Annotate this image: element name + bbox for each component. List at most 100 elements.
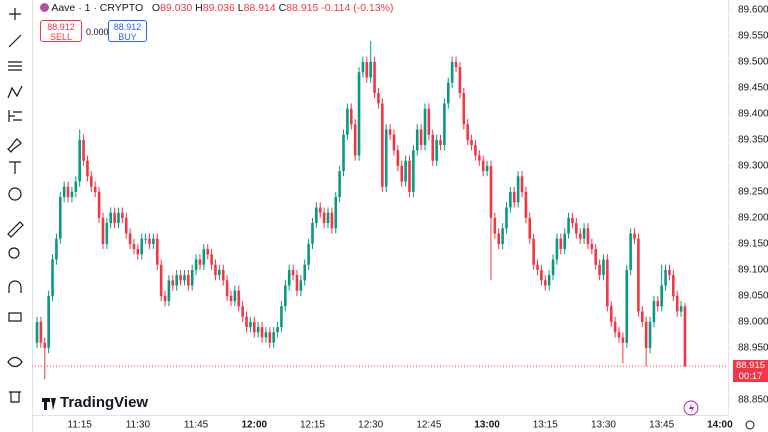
lock-tool[interactable] bbox=[8, 312, 22, 322]
candle-body bbox=[249, 321, 252, 328]
candle-body bbox=[617, 332, 621, 338]
y-tick-label: 89.250 bbox=[738, 187, 768, 198]
candle-body bbox=[478, 155, 481, 161]
prediction-tool[interactable] bbox=[8, 110, 22, 122]
candle-body bbox=[66, 186, 70, 198]
candle-body bbox=[307, 243, 310, 265]
magnet-tool[interactable] bbox=[8, 280, 22, 293]
candle-body bbox=[93, 186, 97, 192]
fib-tool[interactable] bbox=[8, 61, 22, 71]
candle-body bbox=[101, 217, 105, 244]
candle-body bbox=[400, 165, 404, 182]
candle-body bbox=[512, 191, 516, 203]
visibility-tool[interactable] bbox=[7, 356, 23, 368]
candle-body bbox=[121, 212, 124, 218]
crosshair-tool[interactable] bbox=[9, 8, 21, 20]
candle-body bbox=[439, 139, 442, 146]
candle-body bbox=[303, 264, 307, 281]
candle-body bbox=[388, 129, 392, 135]
o-label: O bbox=[151, 2, 161, 14]
candle-body bbox=[225, 280, 229, 296]
candle-body bbox=[547, 275, 551, 286]
candle-body bbox=[268, 332, 272, 343]
candle-body bbox=[214, 264, 217, 276]
candle-body bbox=[194, 259, 198, 270]
candle-body bbox=[342, 134, 345, 172]
candle-body bbox=[105, 223, 109, 244]
candle-body bbox=[590, 243, 594, 250]
candle-body bbox=[47, 295, 50, 348]
candle-body bbox=[128, 233, 132, 244]
candle-body bbox=[415, 129, 419, 151]
candle-body bbox=[326, 212, 330, 224]
candle-body bbox=[571, 217, 574, 224]
candle-body bbox=[291, 269, 295, 276]
candle-body bbox=[74, 181, 78, 192]
h-value: 89.036 bbox=[202, 2, 235, 14]
candle-body bbox=[625, 269, 629, 343]
x-tick-label: 11:30 bbox=[126, 420, 151, 431]
candle-body bbox=[330, 212, 334, 229]
candle-body bbox=[559, 238, 563, 250]
candle-body bbox=[210, 254, 213, 265]
candle-body bbox=[295, 275, 299, 291]
candle-body bbox=[218, 269, 221, 276]
candle-body bbox=[365, 61, 369, 78]
candle-body bbox=[322, 212, 326, 224]
candle-body bbox=[644, 321, 648, 348]
brush-tool[interactable] bbox=[6, 138, 22, 154]
logo-icon bbox=[42, 398, 56, 410]
text-tool[interactable] bbox=[9, 161, 21, 174]
candle-body bbox=[124, 217, 128, 234]
candle-body bbox=[660, 285, 663, 307]
candle-body bbox=[582, 228, 586, 239]
logo: TradingView bbox=[60, 394, 149, 411]
sell-button[interactable]: 88.912 SELL bbox=[40, 20, 82, 42]
candle-body bbox=[117, 212, 120, 224]
candle-body bbox=[109, 212, 113, 224]
pattern-tool[interactable] bbox=[7, 85, 23, 99]
trendline-tool[interactable] bbox=[8, 34, 22, 48]
buy-label: BUY bbox=[118, 32, 137, 42]
candle-body bbox=[245, 316, 248, 328]
buy-price: 88.912 bbox=[113, 22, 142, 32]
tool-icons[interactable] bbox=[6, 8, 24, 403]
candle-body bbox=[563, 233, 566, 250]
candle-body bbox=[171, 280, 175, 286]
zoom-tool[interactable] bbox=[8, 247, 20, 259]
candle-body bbox=[524, 191, 528, 218]
candle-body bbox=[70, 191, 74, 198]
lightning-icon[interactable] bbox=[683, 400, 699, 416]
candle-body bbox=[377, 93, 380, 104]
candle-body bbox=[396, 150, 400, 166]
sell-price: 88.912 bbox=[47, 22, 75, 32]
candle-body bbox=[299, 280, 303, 291]
candle-body bbox=[311, 223, 314, 244]
candle-body bbox=[528, 217, 532, 239]
x-tick-label: 12:30 bbox=[358, 420, 383, 431]
delete-tool[interactable] bbox=[9, 391, 21, 403]
settings-icon[interactable] bbox=[745, 420, 755, 430]
change: -0.114 (-0.13%) bbox=[321, 2, 394, 14]
candle-body bbox=[280, 306, 283, 328]
legend: Aave · 1 · CRYPTO O89.030 H89.036 L88.91… bbox=[40, 2, 394, 14]
candle-body bbox=[62, 186, 66, 198]
candle-body bbox=[287, 269, 291, 286]
candle-body bbox=[78, 139, 81, 182]
candle-body bbox=[520, 176, 524, 192]
x-tick-label: 13:30 bbox=[591, 420, 616, 431]
candle-body bbox=[679, 306, 683, 312]
candle-body bbox=[454, 61, 458, 68]
buy-button[interactable]: 88.912 BUY bbox=[108, 20, 147, 42]
candle-body bbox=[369, 61, 372, 78]
x-tick-label: 11:45 bbox=[184, 420, 209, 431]
ruler-tool[interactable] bbox=[7, 221, 24, 238]
candle-body bbox=[260, 327, 264, 338]
candle-body bbox=[82, 139, 85, 161]
candle-body bbox=[450, 61, 454, 83]
candle-body bbox=[540, 269, 543, 281]
candle-body bbox=[489, 165, 493, 218]
emoji-tool[interactable] bbox=[8, 187, 22, 201]
candle-body bbox=[575, 223, 578, 234]
